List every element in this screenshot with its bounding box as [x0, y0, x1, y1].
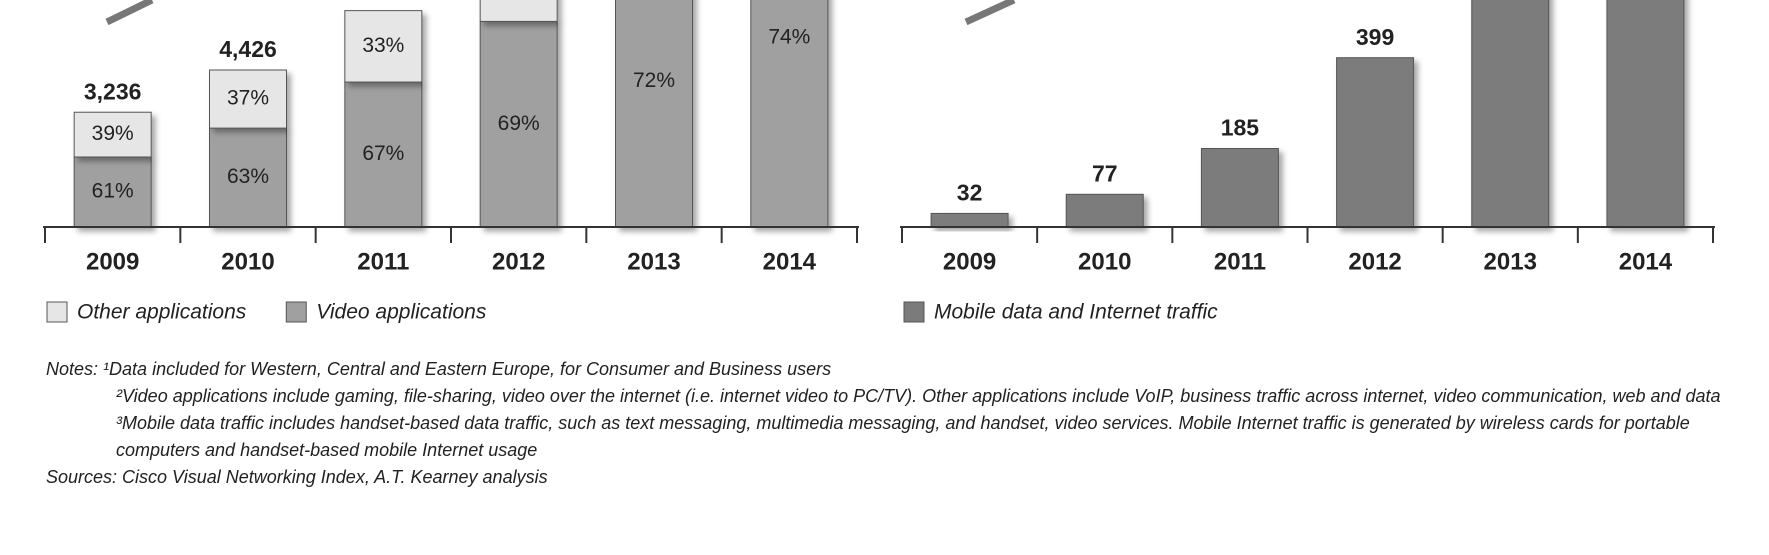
x-tick-label: 2009 [943, 248, 996, 275]
note-line: Notes: ¹Data included for Western, Centr… [46, 356, 1736, 383]
note: ²Video applications include gaming, file… [116, 386, 1721, 406]
legend-label: Other applications [77, 301, 247, 324]
bar-segment [209, 69, 287, 129]
legend-label: Video applications [316, 301, 487, 324]
notes-label: Notes: [46, 359, 99, 379]
total-label: 4,426 [219, 36, 277, 62]
bar-segment [73, 156, 152, 228]
value-label: 77 [1092, 160, 1118, 186]
bar [930, 212, 1009, 228]
segment-label: 63% [227, 165, 269, 188]
x-tick-label: 2013 [627, 248, 680, 275]
legend-swatch [903, 301, 925, 323]
legend-swatch [46, 301, 68, 323]
x-tick-label: 2011 [357, 248, 409, 275]
x-tick-label: 2010 [1078, 248, 1131, 275]
segment-label: 69% [498, 112, 540, 135]
bar [1200, 148, 1279, 228]
legend-label: Mobile data and Internet traffic [934, 301, 1218, 324]
x-tick-label: 2014 [763, 248, 817, 275]
segment-label: 74% [768, 26, 810, 49]
bar-segment [750, 0, 829, 228]
x-tick-label: 2013 [1484, 248, 1537, 275]
segment-label: 72% [633, 69, 675, 92]
bar [1336, 57, 1415, 228]
total-label: 3,236 [84, 78, 142, 104]
sources: Sources: Cisco Visual Networking Index, … [46, 467, 548, 487]
bar [1606, 0, 1685, 228]
note: ³Mobile data traffic includes handset-ba… [116, 413, 1690, 460]
decor-line [105, 0, 154, 26]
note: ¹Data included for Western, Central and … [103, 359, 832, 379]
x-tick-label: 2012 [492, 248, 545, 275]
notes: Notes: ¹Data included for Western, Centr… [46, 356, 1736, 491]
bar [1471, 0, 1550, 228]
segment-label: 33% [362, 34, 404, 57]
value-label: 32 [957, 180, 983, 206]
x-tick-label: 2014 [1619, 248, 1673, 275]
segment-label: 61% [92, 180, 134, 203]
x-tick-label: 2012 [1348, 248, 1401, 275]
bar-segment [73, 111, 152, 158]
segment-label: 39% [92, 122, 134, 145]
charts: 61% 39% 3,236 2009 63% 37% 4,426 2010 67% 33% 2011… [43, 0, 1715, 324]
segment-label: 37% [227, 87, 269, 110]
value-label: 399 [1356, 24, 1394, 50]
segment-label: 67% [362, 142, 404, 165]
legend-swatch [285, 301, 307, 323]
bar [1065, 193, 1144, 228]
bar-segment [344, 81, 423, 228]
bar-segment [615, 0, 693, 228]
bar-segment [479, 0, 558, 22]
decor-line [964, 0, 1016, 26]
bar-segment [344, 10, 423, 83]
value-label: 185 [1221, 115, 1260, 141]
x-tick-label: 2011 [1214, 248, 1266, 275]
x-tick-label: 2010 [221, 248, 274, 275]
x-tick-label: 2009 [86, 248, 139, 275]
